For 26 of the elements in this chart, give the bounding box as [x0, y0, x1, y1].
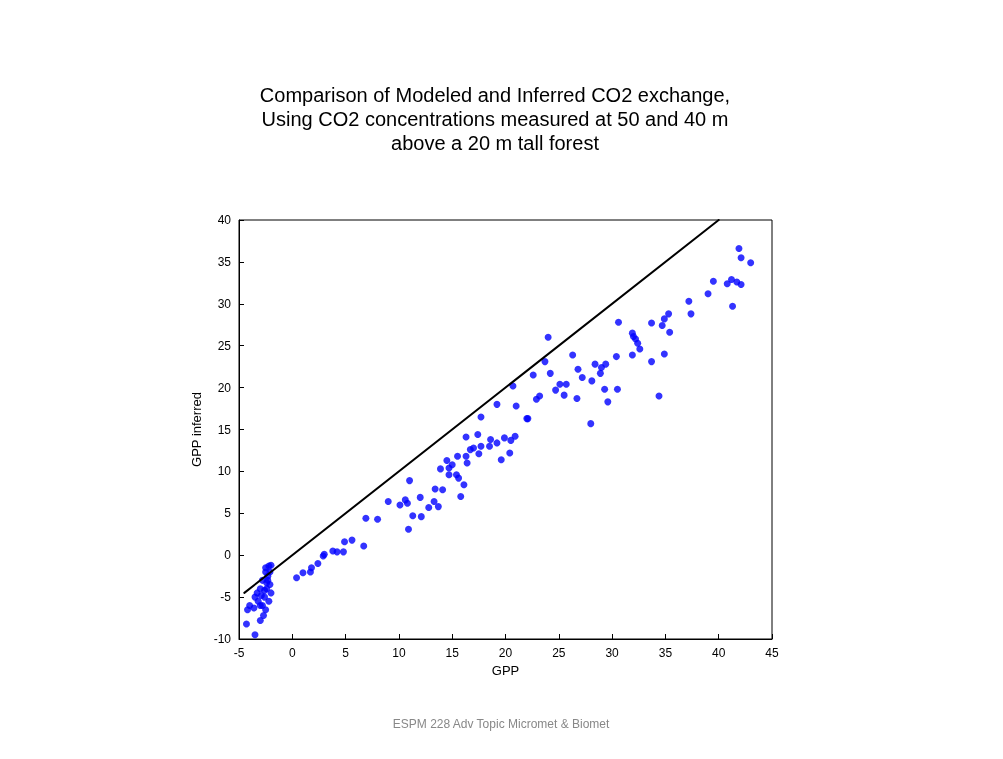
x-tick-label: 35: [658, 646, 673, 660]
x-tick-label: 20: [498, 646, 513, 660]
x-tick-label: 0: [288, 646, 296, 660]
x-tick-label: 25: [552, 646, 566, 660]
y-tick-label: 15: [217, 422, 232, 437]
y-tick-label: 35: [217, 254, 232, 269]
y-tick-label: 40: [217, 213, 232, 227]
text: ESPM 228 Adv Topic Micromet & Biomet: [392, 717, 610, 731]
y-tick-label: 10: [217, 464, 232, 479]
x-tick-label: 15: [445, 646, 460, 660]
y-tick-label: 30: [217, 296, 232, 311]
x-tick-label: -5: [233, 646, 245, 660]
x-tick-label: 10: [392, 646, 406, 660]
y-tick-label: 25: [217, 338, 232, 353]
y-tick-label: 20: [217, 380, 232, 395]
x-axis-title: GPP: [491, 662, 520, 678]
y-tick-label: -10: [213, 632, 232, 646]
y-tick-label: 0: [224, 548, 232, 563]
y-tick-label: 5: [224, 506, 232, 521]
y-axis-title: GPP inferred: [188, 392, 204, 467]
chart-title: Comparison of Modeled and Inferred CO2 exchange, Using CO2 concentrations measured at 50 and 40 m above a 20 m tall forest: [259, 84, 731, 154]
y-tick-label: -5: [220, 590, 232, 605]
x-tick-label: 5: [342, 646, 350, 660]
x-tick-label: 40: [712, 646, 726, 660]
x-tick-label: 30: [605, 646, 620, 660]
x-tick-label: 45: [765, 646, 779, 660]
